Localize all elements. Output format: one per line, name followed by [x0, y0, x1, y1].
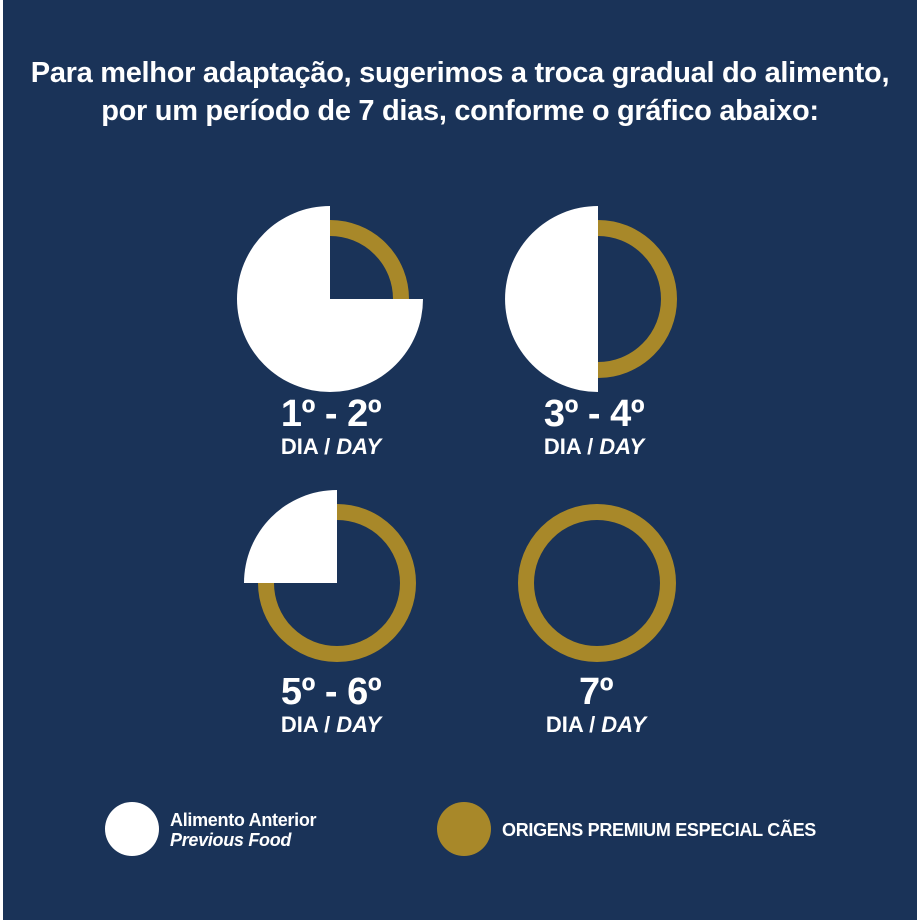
legend-previous-food-en: Previous Food: [170, 830, 292, 850]
stage-2-days: 3º - 4º: [543, 393, 645, 435]
stage-4-new-food-arc: [518, 504, 676, 663]
legend-new-food-swatch: [437, 802, 491, 856]
stage-3-new-food-arc: [258, 504, 416, 662]
legend-new-food-label: ORIGENS PREMIUM ESPECIAL CÃES: [502, 820, 817, 840]
stage-2-previous-food-slice: [505, 206, 598, 392]
stage-3-unit: DIA / DAY: [211, 712, 451, 738]
stage-1-chart: [237, 206, 423, 392]
stage-2-unit-en: DAY: [599, 434, 645, 459]
legend-previous-food-label: Alimento Anterior Previous Food: [170, 810, 317, 850]
stage-3-days: 5º - 6º: [280, 671, 382, 713]
stage-1-label: 1º - 2º DIA / DAY: [211, 394, 451, 460]
stage-3-chart: [244, 490, 416, 662]
stage-2-chart: [505, 206, 677, 392]
stage-4-unit-separator: /: [582, 712, 602, 737]
stage-4-label: 7º DIA / DAY: [476, 672, 716, 738]
stage-2-unit: DIA / DAY: [474, 434, 714, 460]
stage-4-chart: [518, 504, 676, 663]
headline-line-1: Para melhor adaptação, sugerimos a troca…: [30, 57, 890, 89]
stage-3-unit-separator: /: [317, 712, 337, 737]
headline: Para melhor adaptação, sugerimos a troca…: [0, 54, 920, 130]
stage-4-unit: DIA / DAY: [476, 712, 716, 738]
stage-3-unit-en: DAY: [336, 712, 382, 737]
stage-1-unit-pt: DIA: [280, 434, 318, 459]
legend-previous-food-swatch: [105, 802, 159, 856]
stage-4-days: 7º: [578, 671, 614, 713]
stage-1-unit-en: DAY: [336, 434, 382, 459]
legend-previous-food-pt: Alimento Anterior: [170, 810, 317, 830]
background-panel: [3, 0, 917, 920]
stage-3-previous-food-slice: [244, 490, 337, 583]
stage-1-unit: DIA / DAY: [211, 434, 451, 460]
stage-4-unit-pt: DIA: [545, 712, 583, 737]
stage-1-new-food-arc: [329, 220, 409, 300]
stage-2-unit-separator: /: [580, 434, 600, 459]
stage-2-label: 3º - 4º DIA / DAY: [474, 394, 714, 460]
stage-1-previous-food-slice: [237, 206, 423, 392]
stage-3-label: 5º - 6º DIA / DAY: [211, 672, 451, 738]
stage-2-unit-pt: DIA: [543, 434, 581, 459]
stage-2-new-food-arc: [597, 220, 677, 378]
stage-1-unit-separator: /: [317, 434, 337, 459]
stage-4-unit-en: DAY: [601, 712, 647, 737]
stage-1-days: 1º - 2º: [280, 393, 382, 435]
stage-3-unit-pt: DIA: [280, 712, 318, 737]
headline-line-2: por um período de 7 dias, conforme o grá…: [101, 95, 819, 127]
